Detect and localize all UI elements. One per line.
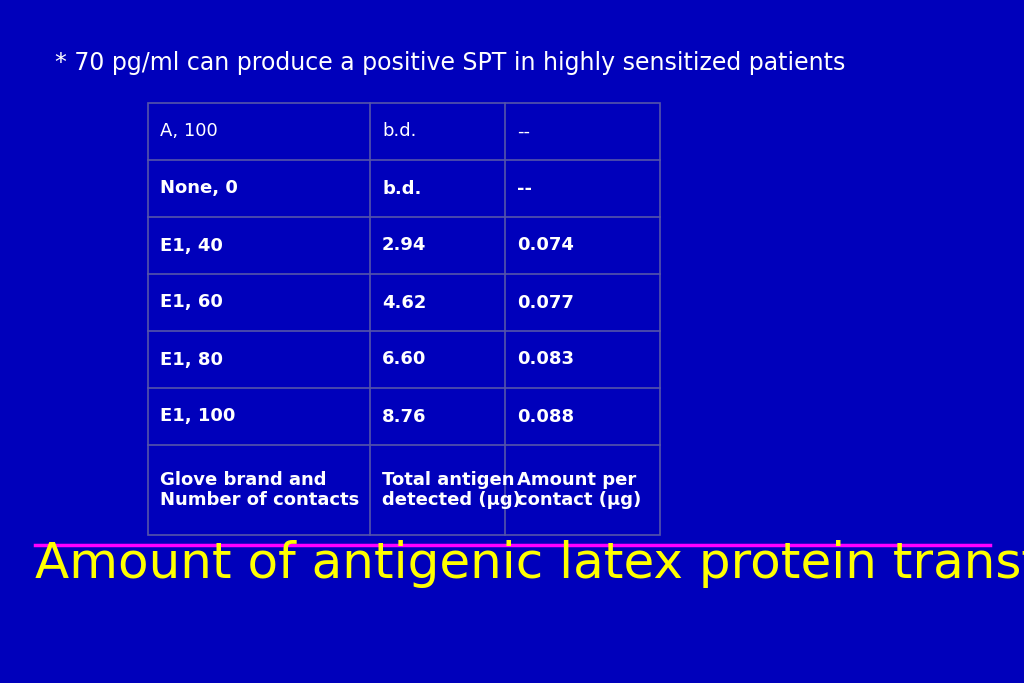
Text: E1, 40: E1, 40 xyxy=(160,236,223,255)
Text: --: -- xyxy=(517,180,532,197)
Text: 0.083: 0.083 xyxy=(517,350,574,369)
Text: 6.60: 6.60 xyxy=(382,350,426,369)
Text: * 70 pg/ml can produce a positive SPT in highly sensitized patients: * 70 pg/ml can produce a positive SPT in… xyxy=(55,51,846,75)
Text: 0.077: 0.077 xyxy=(517,294,573,311)
Text: 8.76: 8.76 xyxy=(382,408,427,426)
Text: A, 100: A, 100 xyxy=(160,122,218,141)
Text: 0.074: 0.074 xyxy=(517,236,573,255)
Text: E1, 60: E1, 60 xyxy=(160,294,223,311)
Text: --: -- xyxy=(517,122,530,141)
Text: E1, 100: E1, 100 xyxy=(160,408,236,426)
Text: b.d.: b.d. xyxy=(382,122,417,141)
Text: Amount of antigenic latex protein transferred: Amount of antigenic latex protein transf… xyxy=(35,540,1024,588)
Text: Total antigen
detected (μg): Total antigen detected (μg) xyxy=(382,471,521,510)
Text: 0.088: 0.088 xyxy=(517,408,574,426)
Text: Glove brand and
Number of contacts: Glove brand and Number of contacts xyxy=(160,471,359,510)
Text: None, 0: None, 0 xyxy=(160,180,238,197)
Text: b.d.: b.d. xyxy=(382,180,421,197)
Text: 2.94: 2.94 xyxy=(382,236,426,255)
Bar xyxy=(148,103,660,535)
Text: E1, 80: E1, 80 xyxy=(160,350,223,369)
Text: Amount per
contact (μg): Amount per contact (μg) xyxy=(517,471,641,510)
Text: 4.62: 4.62 xyxy=(382,294,426,311)
